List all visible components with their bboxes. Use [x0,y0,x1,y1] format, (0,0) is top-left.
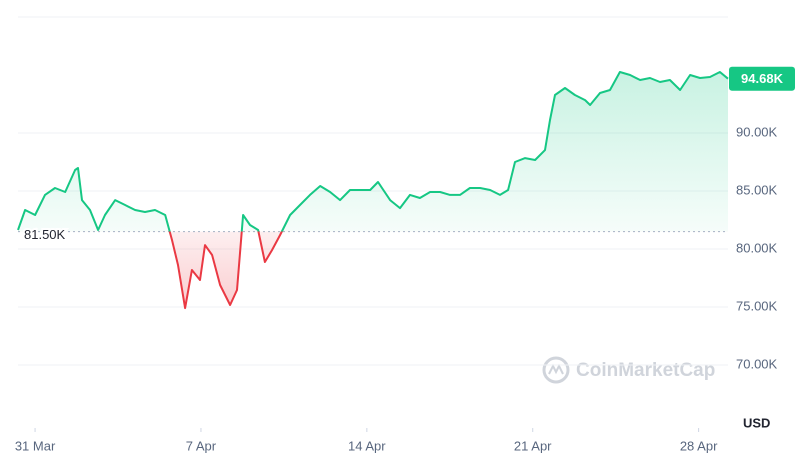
watermark-logo [542,356,570,384]
baseline-label: 81.50K [24,227,66,242]
y-tick-label: 75.00K [736,298,778,313]
currency-label: USD [743,415,770,430]
watermark-logo-wave [548,363,564,375]
y-tick-label: 85.00K [736,182,778,197]
price-line [17,71,729,310]
watermark-text: CoinMarketCap [576,360,715,381]
last-price-box [729,66,795,91]
y-tick-label: 90.00K [736,124,778,139]
last-price-label: 94.68K [741,71,784,86]
y-tick-label: 80.00K [736,240,778,255]
x-tick-label: 31 Mar [15,438,56,453]
area [18,72,728,309]
watermark: CoinMarketCap [542,356,715,384]
x-tick-label: 7 Apr [186,438,217,453]
x-tick-label: 21 Apr [514,438,552,453]
x-tick-label: 14 Apr [348,438,386,453]
y-tick-label: 70.00K [736,356,778,371]
x-tick-label: 28 Apr [680,438,718,453]
